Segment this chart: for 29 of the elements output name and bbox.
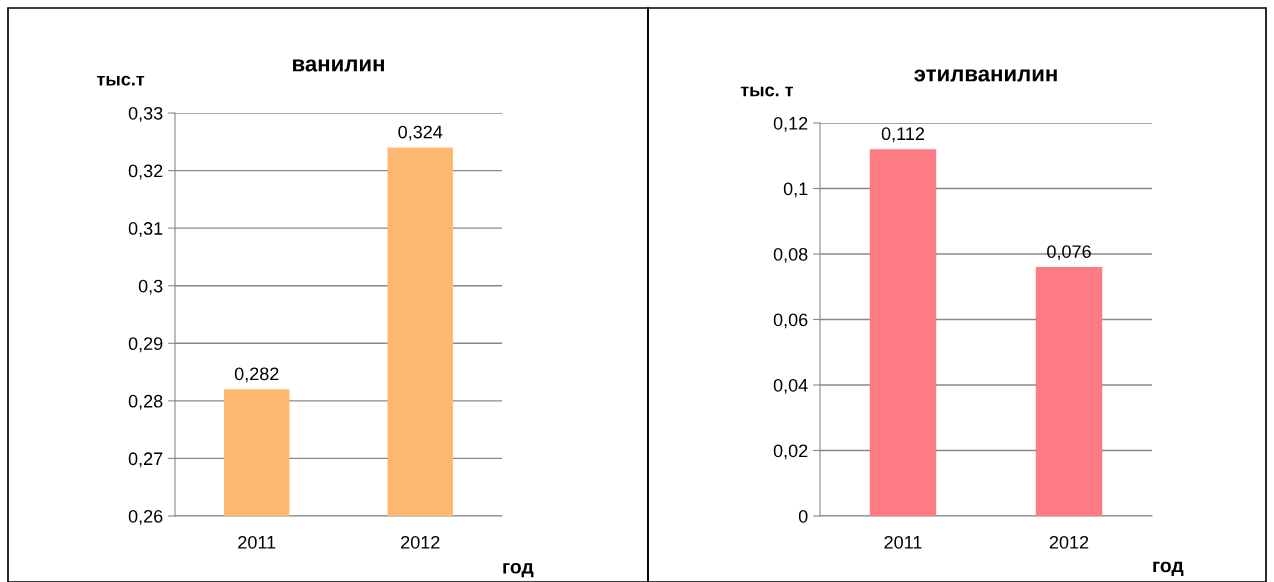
x-tick-label: 2011 bbox=[238, 535, 276, 549]
x-axis-title: год bbox=[503, 562, 534, 578]
data-label: 0,112 bbox=[881, 127, 925, 143]
y-tick-label: 0,02 bbox=[773, 444, 808, 460]
x-axis-title: год bbox=[1153, 561, 1184, 576]
y-tick-label: 0,1 bbox=[783, 182, 808, 198]
x-tick-label: 2012 bbox=[1049, 535, 1089, 549]
data-label: 0,282 bbox=[234, 367, 279, 383]
x-tick-label: 2012 bbox=[401, 535, 440, 549]
y-tick-label: 0,3 bbox=[138, 279, 163, 295]
y-tick-label: 0,31 bbox=[128, 222, 163, 237]
x-tick-label: 2011 bbox=[884, 535, 922, 549]
y-tick-label: 0,27 bbox=[128, 452, 163, 468]
y-axis-title: тыс. т bbox=[740, 86, 793, 97]
y-tick-label: 0,06 bbox=[773, 313, 808, 329]
y-tick-label: 0,08 bbox=[773, 247, 808, 263]
y-tick-label: 0,33 bbox=[128, 106, 163, 122]
y-tick-label: 0,29 bbox=[128, 337, 163, 353]
chart-title: ванилин bbox=[293, 59, 384, 72]
chart-title: этилванилин bbox=[914, 69, 1057, 82]
y-tick-label: 0,04 bbox=[773, 378, 808, 394]
y-tick-label: 0,28 bbox=[128, 394, 163, 410]
y-tick-label: 0,32 bbox=[128, 164, 163, 180]
y-axis-title: тыс.т bbox=[97, 75, 145, 86]
data-label: 0,324 bbox=[398, 125, 443, 141]
y-tick-label: 0,12 bbox=[773, 116, 808, 132]
y-tick-label: 0 bbox=[798, 509, 808, 523]
y-tick-label: 0,26 bbox=[128, 509, 163, 525]
data-label: 0,076 bbox=[1047, 245, 1091, 261]
